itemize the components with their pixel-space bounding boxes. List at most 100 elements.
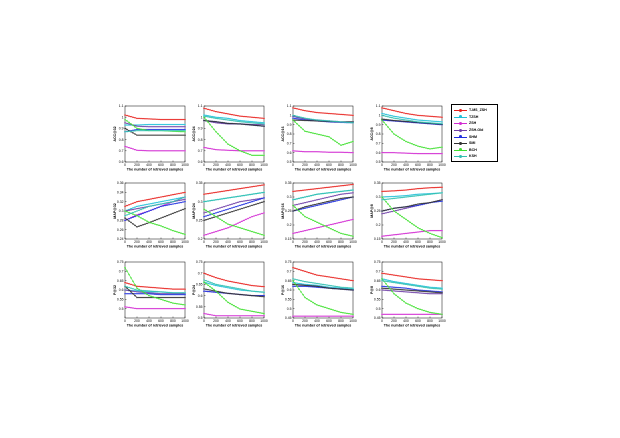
series-point <box>251 185 253 188</box>
series-point <box>225 212 227 215</box>
series-point <box>255 198 257 200</box>
series-point <box>344 143 346 145</box>
series-point <box>263 285 265 288</box>
y-tick-label: 0.15 <box>285 237 292 241</box>
series-point <box>170 307 172 310</box>
series-point <box>387 313 389 316</box>
series-point <box>219 294 221 296</box>
series-point <box>342 151 344 154</box>
series-point <box>308 299 310 301</box>
series-point <box>417 187 419 190</box>
series-point <box>381 278 383 280</box>
series-point <box>340 113 342 116</box>
series-point <box>166 199 168 202</box>
series-point <box>413 289 415 292</box>
series-point <box>134 288 136 291</box>
series-point <box>300 285 302 288</box>
series-point <box>140 291 142 293</box>
series-point <box>296 119 298 121</box>
series-point <box>389 195 391 198</box>
y-tick-label: 0.75 <box>196 260 203 264</box>
series-point <box>215 120 217 123</box>
series-point <box>385 209 387 211</box>
series-point <box>338 286 340 288</box>
series-point <box>302 213 304 216</box>
y-tick-label: 0.75 <box>374 260 381 264</box>
series-point <box>411 118 413 120</box>
series-point <box>352 183 354 186</box>
series-point <box>393 195 395 198</box>
series-point <box>298 210 300 212</box>
series-SMI <box>292 196 354 212</box>
series-point <box>209 116 211 118</box>
series-point <box>138 296 140 299</box>
series-point <box>231 207 233 209</box>
series-point <box>312 315 314 317</box>
x-tick-label: 1000 <box>438 163 446 167</box>
series-point <box>334 140 336 142</box>
series-point <box>261 122 263 125</box>
series-point <box>245 186 247 189</box>
series-point <box>433 200 435 203</box>
series-point <box>332 191 334 194</box>
series-point <box>180 128 182 131</box>
series-point <box>245 120 247 122</box>
series-point <box>312 150 314 153</box>
series-point <box>439 292 441 295</box>
series-point <box>160 293 162 296</box>
series-point <box>320 202 322 204</box>
series-point <box>431 291 433 293</box>
series-point <box>144 223 146 225</box>
series-point <box>344 286 346 289</box>
series-point <box>342 113 344 116</box>
series-point <box>239 200 241 203</box>
series-point <box>350 121 352 124</box>
series-point <box>401 138 403 140</box>
series-point <box>441 236 443 239</box>
series-point <box>346 278 348 281</box>
series-point <box>302 150 304 153</box>
series-point <box>318 187 320 190</box>
series-point <box>409 291 411 293</box>
series-point <box>156 307 158 310</box>
series-point <box>381 196 383 198</box>
series-point <box>221 285 223 288</box>
series-point <box>298 115 300 118</box>
series-point <box>249 294 251 297</box>
series-point <box>215 215 217 218</box>
series-point <box>166 129 168 132</box>
series-point <box>209 192 211 195</box>
y-tick-label: 0.9 <box>287 123 292 127</box>
series-point <box>184 125 186 128</box>
series-point <box>417 285 419 288</box>
series-point <box>296 268 298 270</box>
legend-item: SHM <box>454 133 495 140</box>
series-point <box>314 132 316 135</box>
series-point <box>350 279 352 282</box>
series-point <box>209 109 211 111</box>
series-point <box>255 315 257 317</box>
series-point <box>263 294 265 297</box>
series-point <box>338 198 340 200</box>
series-T-MS_ZSH <box>292 107 354 117</box>
series-point <box>146 293 148 296</box>
series-point <box>395 313 397 316</box>
series-point <box>340 311 342 314</box>
series-point <box>387 289 389 292</box>
series-point <box>229 223 231 226</box>
series-point <box>223 291 225 294</box>
series-point <box>395 151 397 154</box>
series-point <box>140 125 142 128</box>
series-point <box>134 126 136 128</box>
series-point <box>346 184 348 186</box>
series-point <box>156 129 158 132</box>
series-point <box>411 120 413 122</box>
series-point <box>397 189 399 192</box>
series-point <box>405 119 407 121</box>
series-point <box>205 279 207 282</box>
series-point <box>130 207 132 210</box>
series-point <box>134 148 136 151</box>
series-point <box>231 224 233 227</box>
series-point <box>223 139 225 141</box>
